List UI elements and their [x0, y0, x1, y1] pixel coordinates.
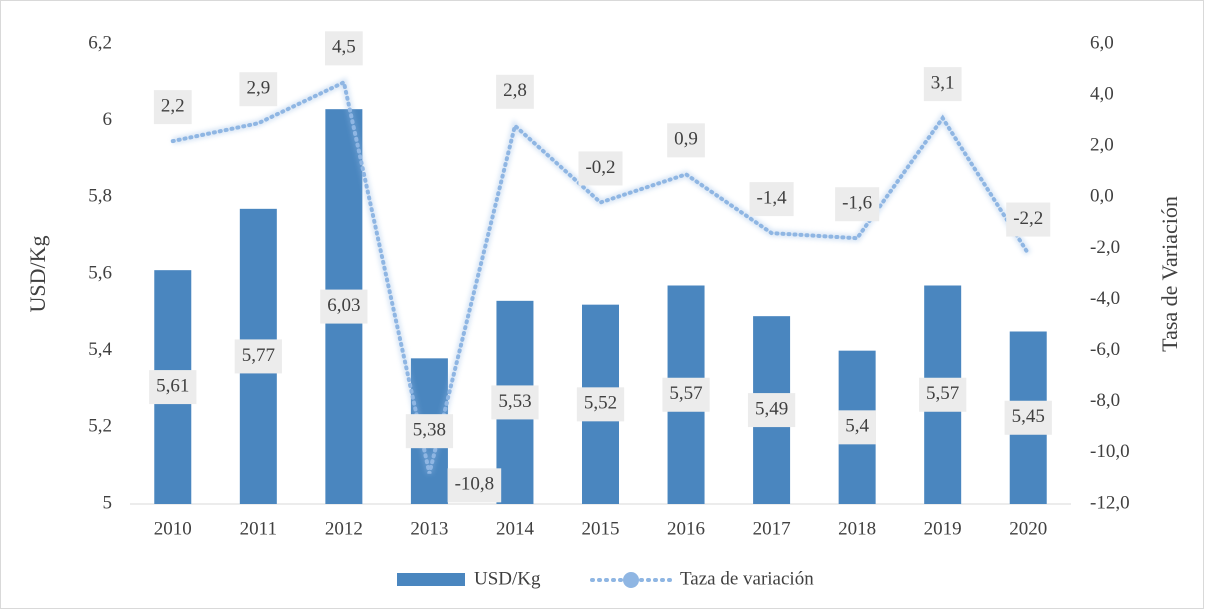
bar-data-label-box	[838, 410, 877, 445]
line-data-label-box	[496, 74, 534, 109]
bar-data-label: 5,52	[584, 393, 617, 414]
line-data-label-box	[667, 123, 705, 158]
line-data-label: 2,2	[161, 95, 185, 116]
x-tick-label: 2014	[496, 518, 535, 539]
y2-tick-label: 2,0	[1090, 135, 1114, 156]
legend-label: USD/Kg	[474, 568, 541, 589]
legend-line-marker	[623, 572, 639, 588]
y-tick-label: 5,2	[88, 416, 112, 437]
y-tick-label: 5,4	[88, 339, 112, 360]
bar-data-label-box	[576, 387, 625, 422]
line-data-label: -0,2	[585, 157, 615, 178]
line-data-label: -10,8	[455, 474, 495, 495]
y-tick-label: 5,6	[88, 262, 112, 283]
x-tick-label: 2010	[154, 518, 192, 539]
y-tick-label: 5,8	[88, 186, 112, 207]
bar-data-label: 5,53	[498, 391, 531, 412]
line-data-label-box	[447, 468, 502, 503]
bar-data-label-box	[747, 393, 796, 428]
line-data-label: -1,4	[757, 187, 788, 208]
y2-tick-label: 6,0	[1090, 32, 1114, 53]
y-tick-label: 6	[103, 109, 113, 130]
y-tick-label: 6,2	[88, 32, 112, 53]
line-data-label: 4,5	[332, 37, 356, 58]
y-tick-label: 5	[103, 492, 113, 513]
line-data-label-box	[239, 72, 278, 107]
x-tick-label: 2016	[667, 518, 705, 539]
bar-data-label-box	[919, 377, 967, 412]
bar-data-label-box	[405, 414, 454, 449]
y-axis-label: USD/Kg	[25, 235, 50, 312]
line-data-label: 2,8	[503, 80, 527, 101]
line-data-label: -2,2	[1013, 208, 1043, 229]
x-tick-label: 2017	[753, 518, 791, 539]
bar-data-label-box	[234, 339, 282, 374]
y2-tick-label: -10,0	[1090, 441, 1130, 462]
bar-data-label: 6,03	[327, 295, 360, 316]
bar-data-label-box	[491, 385, 539, 420]
x-tick-label: 2012	[325, 518, 363, 539]
line-data-label-box	[923, 67, 962, 102]
bar-data-label: 5,4	[845, 416, 869, 437]
y2-tick-label: -6,0	[1090, 339, 1120, 360]
bar-data-label: 5,38	[413, 420, 446, 441]
line-data-label-box	[835, 187, 880, 222]
x-tick-label: 2018	[838, 518, 876, 539]
line-data-label: 0,9	[674, 129, 698, 150]
bar-data-label-box	[1004, 400, 1052, 435]
y2-axis-label: Tasa de Variación	[1157, 196, 1182, 352]
line-data-label-box	[578, 151, 623, 186]
line-data-label-box	[1006, 202, 1051, 237]
bar-data-label: 5,77	[242, 345, 275, 366]
x-tick-label: 2015	[582, 518, 620, 539]
legend-label: Taza de variación	[680, 568, 814, 589]
line-data-label-box	[749, 182, 794, 217]
x-tick-label: 2013	[410, 518, 448, 539]
y2-tick-label: 0,0	[1090, 186, 1114, 207]
line	[170, 79, 1031, 474]
bar-data-label-box	[662, 377, 710, 412]
x-tick-label: 2019	[924, 518, 962, 539]
line-data-label: 3,1	[931, 72, 955, 93]
bar-data-label: 5,57	[926, 383, 959, 404]
bar-data-label: 5,49	[755, 398, 788, 419]
y2-tick-label: -4,0	[1090, 288, 1120, 309]
y2-tick-label: -8,0	[1090, 390, 1120, 411]
bar-data-label-box	[149, 370, 197, 405]
x-tick-label: 2011	[240, 518, 277, 539]
line-data-label: -1,6	[842, 193, 872, 214]
line-data-label: 2,9	[246, 78, 270, 99]
legend-bar-swatch	[397, 573, 465, 586]
line-data-label-box	[153, 90, 192, 125]
bar-data-label: 5,45	[1012, 406, 1045, 427]
y2-tick-label: -12,0	[1090, 492, 1130, 513]
y2-tick-label: 4,0	[1090, 83, 1114, 104]
line-data-label-box	[324, 31, 363, 66]
x-tick-label: 2020	[1009, 518, 1047, 539]
bar-data-label: 5,61	[156, 375, 189, 396]
bar-data-label-box	[320, 289, 368, 324]
bar-data-label: 5,57	[669, 383, 702, 404]
y2-tick-label: -2,0	[1090, 237, 1120, 258]
